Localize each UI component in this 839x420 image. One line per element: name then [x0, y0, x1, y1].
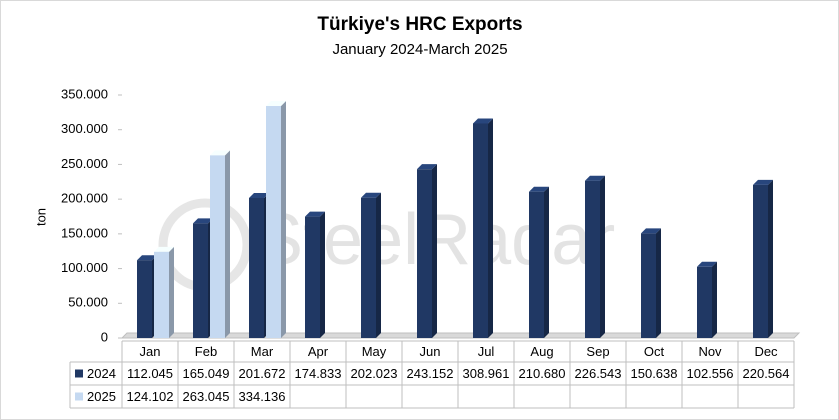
x-tick-label: Nov	[698, 344, 722, 359]
bar	[585, 180, 600, 338]
bar-top	[585, 175, 605, 181]
bar-top	[753, 179, 773, 185]
bar	[529, 191, 544, 338]
bar-side	[281, 101, 286, 338]
table-value: 165.049	[183, 366, 230, 381]
y-tick-label: 100.000	[61, 260, 108, 275]
bar	[697, 266, 712, 338]
bar	[641, 233, 656, 338]
legend-swatch	[75, 392, 83, 401]
bar-side	[169, 246, 174, 338]
bar-top	[249, 192, 269, 198]
table-value: 263.045	[183, 389, 230, 404]
table-value: 334.136	[239, 389, 286, 404]
table-value: 226.543	[575, 366, 622, 381]
chart-subtitle: January 2024-March 2025	[332, 41, 507, 58]
table-value: 202.023	[351, 366, 398, 381]
table-value: 150.638	[631, 366, 678, 381]
legend-label: 2024	[87, 366, 116, 381]
bar	[154, 251, 169, 338]
bar-top	[210, 150, 230, 156]
x-tick-label: Oct	[644, 344, 665, 359]
floor	[120, 332, 801, 339]
table-value: 243.152	[407, 366, 454, 381]
bar-side	[712, 261, 717, 338]
legend-swatch	[75, 369, 83, 378]
table-value: 124.102	[127, 389, 174, 404]
x-tick-label: Sep	[586, 344, 609, 359]
x-tick-label: May	[362, 344, 387, 359]
bar-side	[225, 150, 230, 338]
bar-top	[266, 101, 286, 107]
bar-side	[376, 192, 381, 338]
bar-top	[305, 211, 325, 217]
bar-side	[768, 179, 773, 338]
bar-side	[432, 164, 437, 338]
y-tick-label: 150.000	[61, 225, 108, 240]
x-tick-label: Dec	[754, 344, 778, 359]
table-value: 174.833	[295, 366, 342, 381]
y-tick-label: 200.000	[61, 191, 108, 206]
bar	[473, 123, 488, 338]
x-tick-label: Aug	[530, 344, 553, 359]
bar	[417, 169, 432, 338]
bar-top	[641, 228, 661, 234]
x-tick-label: Apr	[308, 344, 329, 359]
bar-top	[417, 164, 437, 170]
table-value: 102.556	[687, 366, 734, 381]
bar-side	[488, 118, 493, 338]
bar-top	[529, 186, 549, 192]
bar-top	[137, 255, 157, 261]
table-value: 210.680	[519, 366, 566, 381]
bar-top	[697, 261, 717, 267]
x-tick-label: Feb	[195, 344, 217, 359]
bar-top	[361, 192, 381, 198]
bar	[305, 216, 320, 338]
table-value: 112.045	[127, 366, 173, 381]
x-tick-label: Jul	[478, 344, 495, 359]
bar-side	[656, 228, 661, 338]
bar-top	[193, 218, 213, 224]
y-axis-label: ton	[33, 208, 48, 226]
table-value: 308.961	[463, 366, 510, 381]
bar	[193, 223, 208, 338]
bar	[210, 155, 225, 338]
y-tick-label: 250.000	[61, 156, 108, 171]
y-tick-label: 300.000	[61, 121, 108, 136]
y-tick-label: 50.000	[68, 295, 108, 310]
table-value: 220.564	[743, 366, 790, 381]
legend-label: 2025	[87, 389, 116, 404]
bar-side	[544, 186, 549, 338]
bar-top	[473, 118, 493, 124]
bar	[137, 260, 152, 338]
x-tick-label: Mar	[251, 344, 274, 359]
bar	[753, 184, 768, 338]
table-value: 201.672	[239, 366, 286, 381]
bar-side	[320, 211, 325, 338]
bar	[361, 197, 376, 338]
bar	[249, 197, 264, 338]
bar-side	[600, 175, 605, 338]
x-tick-label: Jan	[140, 344, 161, 359]
x-tick-label: Jun	[420, 344, 441, 359]
y-tick-label: 0	[101, 329, 108, 344]
bar-top	[154, 246, 174, 252]
y-tick-label: 350.000	[61, 86, 108, 101]
chart-title: Türkiye's HRC Exports	[317, 14, 522, 35]
bar	[266, 106, 281, 338]
